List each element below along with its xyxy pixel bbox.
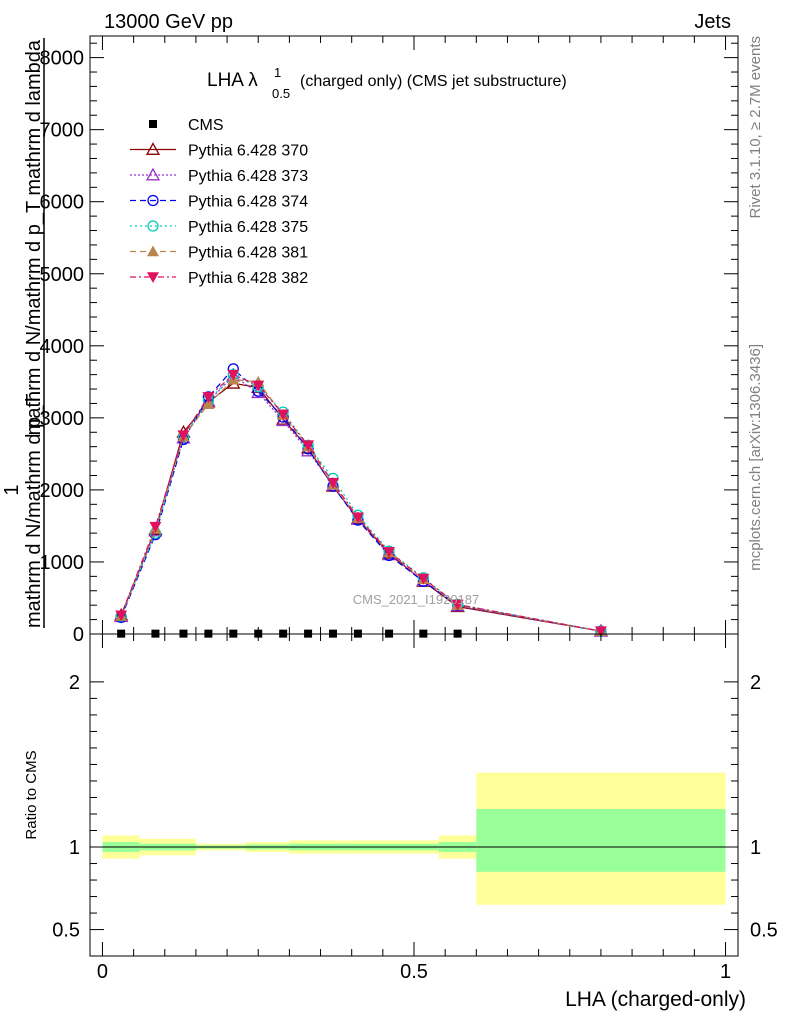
x-tick-label: 0.5 bbox=[400, 961, 428, 983]
legend-item-p373: Pythia 6.428 373 bbox=[130, 167, 308, 185]
ylabel-numerator: mathrm d N/mathrm d p_T mathrm d lambda bbox=[23, 39, 45, 435]
legend-label: Pythia 6.428 373 bbox=[188, 168, 308, 185]
y-tick-label: 4000 bbox=[40, 336, 85, 358]
x-tick-label: 1 bbox=[720, 961, 731, 983]
y-tick-label: 1000 bbox=[40, 552, 85, 574]
data-point-p382 bbox=[302, 440, 315, 452]
ratio-frame bbox=[89, 633, 739, 957]
data-point-p382 bbox=[417, 573, 430, 585]
legend-label: Pythia 6.428 381 bbox=[188, 245, 308, 262]
data-point-p382 bbox=[177, 430, 190, 442]
title-sub: 0.5 bbox=[272, 86, 290, 101]
legend-marker bbox=[147, 245, 159, 257]
ylabel-top: 1 bbox=[1, 484, 23, 495]
ratio-y-tick-label-right: 0.5 bbox=[750, 920, 778, 942]
data-point-p382 bbox=[115, 610, 128, 622]
main-ylabel: 1 mathrm d N/mathrm d p_T mathrm d lambd… bbox=[1, 38, 45, 628]
ratio-plot: 0 0.5 1 0.5 0.5 1 1 2 2 bbox=[52, 634, 778, 983]
ratio-y-tick-label: 0.5 bbox=[52, 920, 80, 942]
legend-item-cms: CMS bbox=[149, 117, 224, 134]
legend-marker bbox=[145, 167, 161, 181]
data-point-p381 bbox=[202, 398, 215, 409]
y-tick-label: 2000 bbox=[40, 480, 85, 502]
title-main: LHA λ bbox=[207, 70, 258, 91]
data-point-p373 bbox=[276, 413, 291, 427]
data-point-p382 bbox=[351, 512, 364, 524]
y-tick-label: 5000 bbox=[40, 264, 85, 286]
legend-label: CMS bbox=[188, 117, 224, 134]
legend-label: Pythia 6.428 370 bbox=[188, 143, 308, 160]
legend-item-p370: Pythia 6.428 370 bbox=[130, 142, 308, 160]
y-tick-label: 8000 bbox=[40, 48, 85, 70]
header-right: Jets bbox=[694, 11, 731, 33]
title-sup: 1 bbox=[274, 65, 281, 80]
ratio-y-tick-label: 1 bbox=[69, 837, 80, 859]
legend-marker bbox=[145, 142, 161, 155]
side-mcplots: mcplots.cern.ch [arXiv:1306.3436] bbox=[747, 344, 764, 571]
ratio-y-tick-label-right: 1 bbox=[750, 837, 761, 859]
data-point-p382 bbox=[451, 599, 464, 611]
data-point-p382 bbox=[594, 626, 607, 638]
ratio-band-inner bbox=[476, 809, 726, 872]
x-axis-label: LHA (charged-only) bbox=[565, 988, 746, 1011]
series-line-p374 bbox=[120, 368, 602, 632]
main-plot: 0 1000 2000 3000 4000 5000 6000 7000 8000 bbox=[40, 36, 738, 646]
legend: CMS Pythia 6.428 370 Pythia 6.428 373 Pythi… bbox=[130, 117, 308, 287]
series-p382 bbox=[115, 369, 607, 638]
data-point-p373 bbox=[251, 385, 266, 399]
title-rest: (charged only) (CMS jet substructure) bbox=[300, 73, 567, 90]
legend-item-p381: Pythia 6.428 381 bbox=[130, 245, 308, 262]
data-point-p382 bbox=[227, 369, 240, 381]
plot-title: LHA λ 1 0.5 (charged only) (CMS jet subs… bbox=[207, 65, 567, 101]
legend-label: Pythia 6.428 375 bbox=[188, 219, 308, 236]
series-line-p382 bbox=[120, 373, 602, 632]
side-rivet: Rivet 3.1.10, ≥ 2.7M events bbox=[747, 36, 764, 219]
ratio-y-tick-label-right: 2 bbox=[750, 672, 761, 694]
legend-marker bbox=[147, 220, 159, 232]
legend-label: Pythia 6.428 374 bbox=[188, 194, 308, 211]
y-tick-label: 0 bbox=[73, 624, 84, 646]
y-tick-label: 7000 bbox=[40, 120, 85, 142]
legend-item-p374: Pythia 6.428 374 bbox=[130, 194, 308, 211]
y-tick-label: 3000 bbox=[40, 408, 85, 430]
data-point-p382 bbox=[327, 477, 339, 489]
data-point-p382 bbox=[202, 392, 215, 403]
legend-marker bbox=[147, 194, 159, 207]
legend-marker bbox=[147, 272, 159, 283]
header-left: 13000 GeV pp bbox=[104, 11, 233, 33]
ratio-y-tick-label: 2 bbox=[69, 672, 80, 694]
legend-item-p375: Pythia 6.428 375 bbox=[130, 219, 308, 236]
legend-marker bbox=[149, 120, 157, 128]
y-tick-label: 6000 bbox=[40, 192, 85, 214]
data-point-p382 bbox=[383, 547, 396, 558]
watermark: CMS_2021_I1920187 bbox=[353, 592, 480, 607]
data-point-p382 bbox=[149, 521, 162, 533]
series-line-p381 bbox=[120, 379, 602, 632]
legend-label: Pythia 6.428 382 bbox=[188, 270, 308, 287]
ylabel-denominator: mathrm d N/mathrm d p_T bbox=[23, 393, 45, 628]
x-tick-label: 0 bbox=[97, 961, 108, 983]
legend-item-p382: Pythia 6.428 382 bbox=[130, 270, 308, 287]
ratio-ylabel: Ratio to CMS bbox=[23, 750, 40, 839]
data-point-p382 bbox=[252, 380, 265, 392]
data-point-p382 bbox=[277, 409, 290, 421]
